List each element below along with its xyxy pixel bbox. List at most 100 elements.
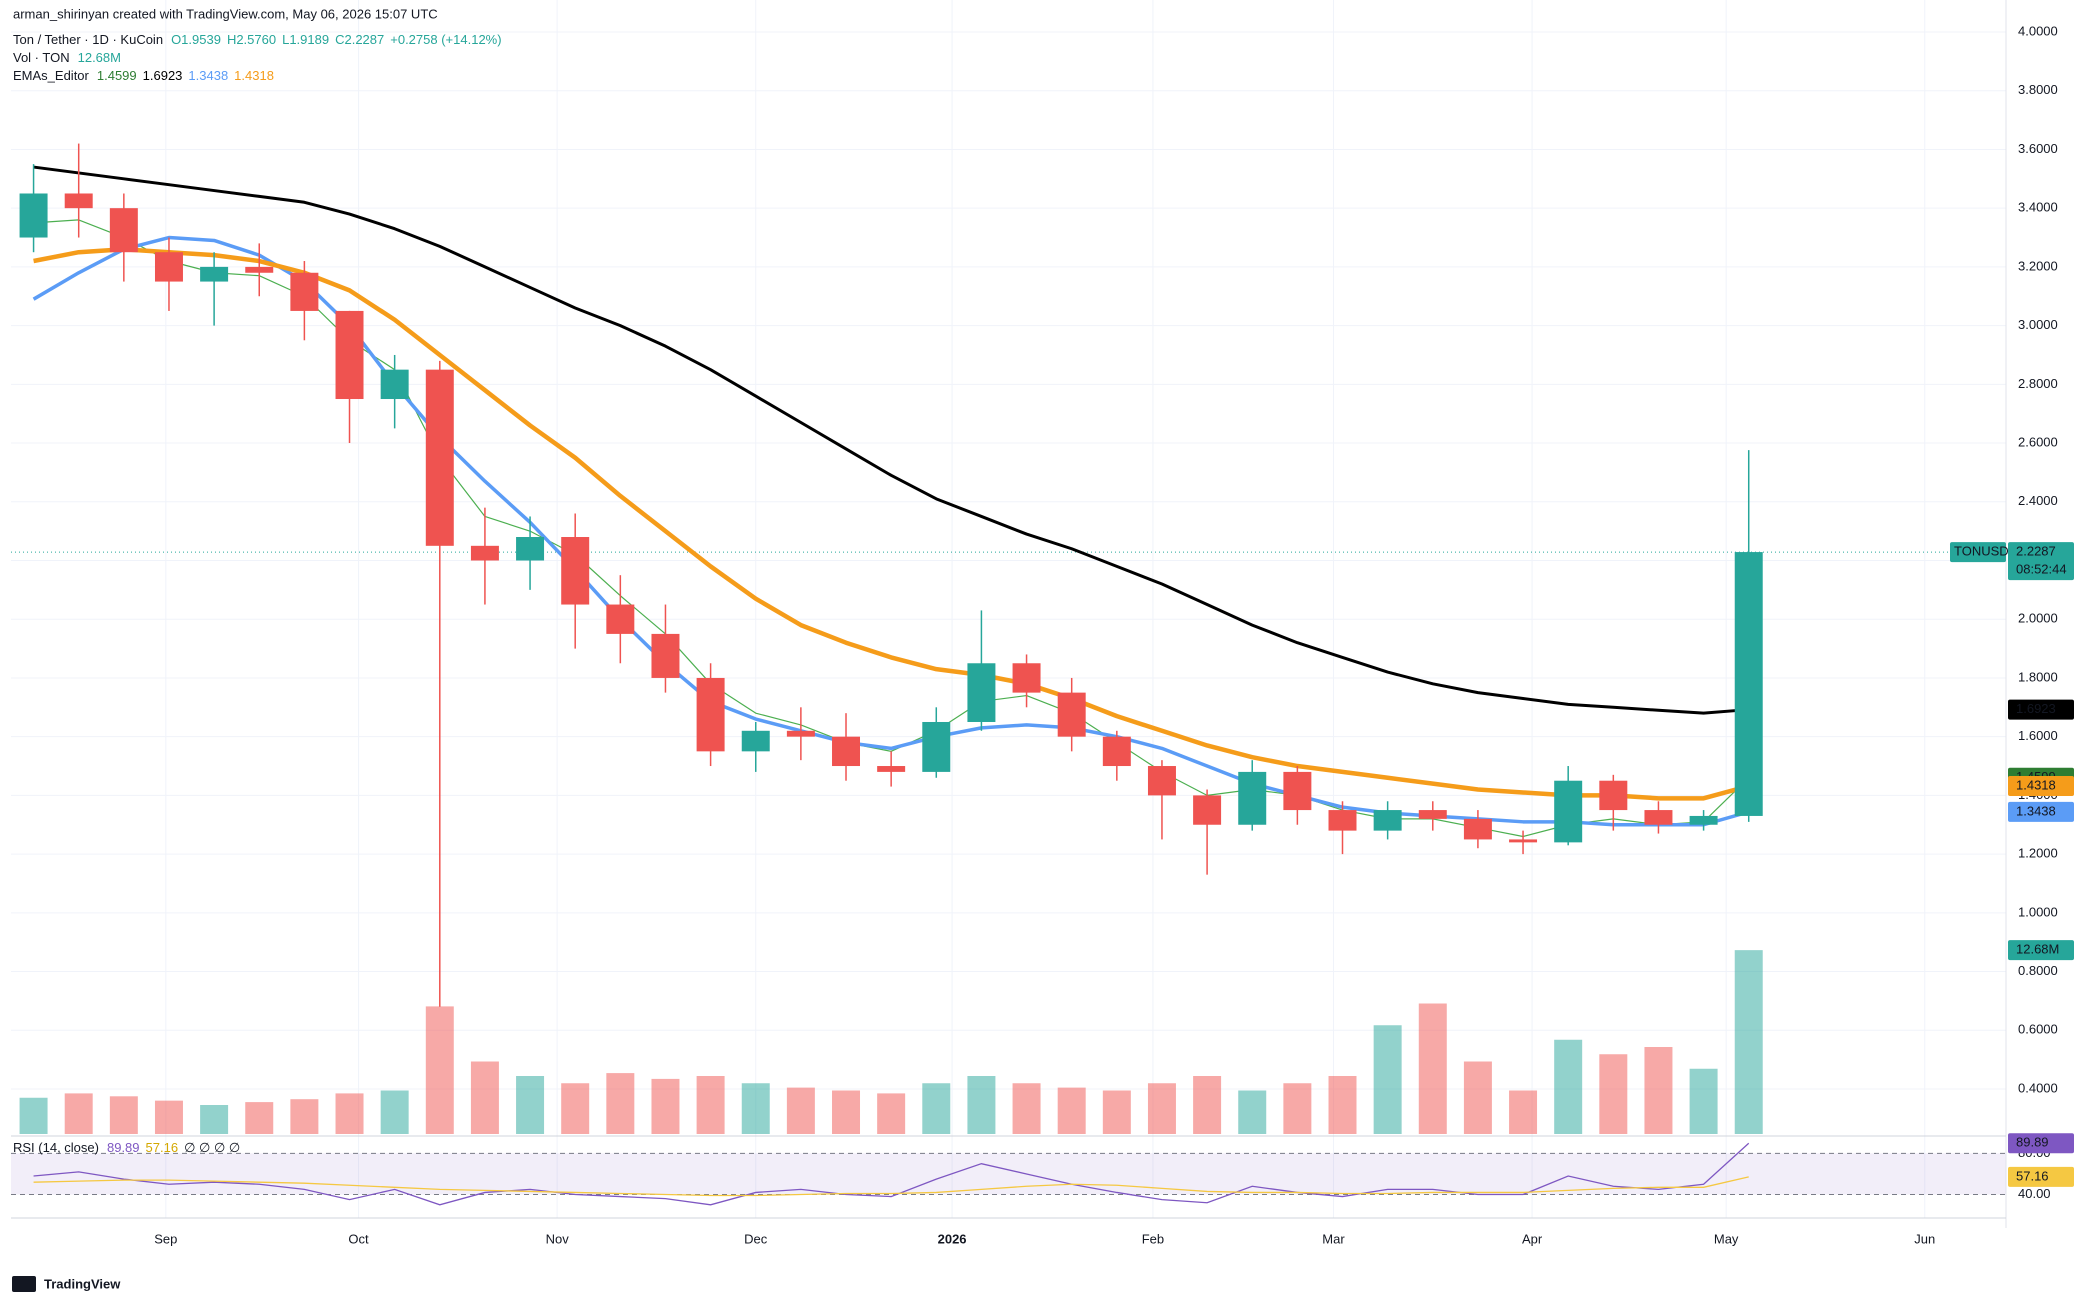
open: O1.9539: [171, 32, 221, 47]
symbol: Ton / Tether · 1D · KuCoin: [13, 32, 163, 47]
volume-bar: [1418, 1003, 1447, 1134]
candle-body: [877, 766, 906, 772]
candle-body: [1463, 818, 1492, 840]
symbol-legend: Ton / Tether · 1D · KuCoin O1.9539 H2.5760…: [13, 32, 502, 47]
logo: TradingView: [12, 1276, 121, 1292]
x-tick-label: Oct: [348, 1231, 369, 1246]
volume-bar: [64, 1093, 93, 1134]
volume-bar: [1509, 1090, 1538, 1134]
volume-bar: [1283, 1083, 1312, 1134]
ema-price-label-box: [2008, 699, 2074, 720]
candle-body: [1238, 771, 1267, 825]
ema-price-label: 1.3438: [2016, 803, 2056, 818]
y-tick-label: 2.0000: [2018, 611, 2058, 626]
y-tick-label: 0.8000: [2018, 963, 2058, 978]
ema-line: [33, 165, 1749, 715]
rsi-legend: RSI (14, close) 89.89 57.16 ∅ ∅ ∅ ∅: [13, 1140, 240, 1155]
countdown: 08:52:44: [2016, 562, 2067, 577]
volume-bar: [1193, 1076, 1222, 1134]
volume-bar: [425, 1006, 454, 1134]
y-tick-label: 3.2000: [2018, 258, 2058, 273]
ema-title: EMAs_Editor: [13, 68, 90, 83]
volume-bar: [335, 1093, 364, 1134]
candle-body: [1193, 795, 1222, 825]
volume-label-box: [2008, 940, 2074, 961]
y-tick-label: 1.6000: [2018, 728, 2058, 743]
candle-body: [786, 730, 815, 737]
marks: [11, 143, 2006, 1206]
volume-legend: Vol · TON 12.68M: [13, 50, 121, 65]
volume-bar: [1057, 1087, 1086, 1134]
ema-line: [33, 247, 1750, 801]
ema-legend: EMAs_Editor 1.4599 1.6923 1.3438 1.4318: [13, 68, 274, 83]
candle-body: [1554, 780, 1583, 843]
volume-bar: [470, 1061, 499, 1134]
candle-body: [1734, 552, 1763, 816]
candle-body: [380, 369, 409, 400]
volume-bar: [1689, 1068, 1718, 1134]
candle-body: [561, 537, 590, 605]
x-tick-label: Nov: [546, 1231, 570, 1246]
last-price: 2.2287: [2016, 544, 2056, 559]
ema-line: [33, 219, 1750, 838]
y-tick-label: 1.0000: [2018, 904, 2058, 919]
volume-bar: [561, 1083, 590, 1134]
candle-body: [741, 730, 770, 752]
x-tick-label: Apr: [1522, 1231, 1543, 1246]
rsi-label: 89.89: [2016, 1135, 2049, 1150]
x-tick-label: Mar: [1322, 1231, 1345, 1246]
ema-value: 1.4599: [97, 68, 137, 83]
ema-price-label: 1.4318: [2016, 777, 2056, 792]
volume-bar: [967, 1076, 996, 1134]
candle-body: [1418, 810, 1447, 819]
rsi-extra: ∅ ∅ ∅ ∅: [184, 1140, 240, 1155]
rsi-value: 89.89: [107, 1140, 140, 1155]
candle-body: [290, 272, 319, 311]
ema-price-label-box: [2008, 801, 2074, 822]
rsi-label-box: [2008, 1133, 2074, 1154]
rsi-ma-label: 57.16: [2016, 1168, 2049, 1183]
volume-bar: [200, 1105, 229, 1134]
candle-body: [425, 369, 454, 546]
y-tick-label: 2.8000: [2018, 376, 2058, 391]
rsi-ma-value: 57.16: [146, 1140, 179, 1155]
y-tick-label: 3.8000: [2018, 82, 2058, 97]
ticker: TONUSDT: [1954, 544, 2017, 559]
y-tick-label: 0.6000: [2018, 1022, 2058, 1037]
low: L1.9189: [282, 32, 329, 47]
volume-bar: [1734, 950, 1763, 1134]
x-tick-label: 2026: [938, 1231, 967, 1246]
candle-body: [696, 677, 725, 752]
candle-body: [1102, 736, 1131, 767]
candle-body: [1509, 839, 1538, 843]
logo-mark: [12, 1276, 36, 1292]
candle-body: [335, 310, 364, 400]
candle-body: [516, 537, 545, 561]
rsi-ma-label-box: [2008, 1166, 2074, 1187]
credit: arman_shirinyan created with TradingView…: [13, 6, 438, 21]
y-tick-label: 3.6000: [2018, 141, 2058, 156]
close: C2.2287: [335, 32, 384, 47]
volume-bar: [651, 1078, 680, 1134]
labels: 0.40000.60000.80001.00001.20001.40001.60…: [154, 23, 2074, 1246]
y-tick-label: 4.0000: [2018, 23, 2058, 38]
candle-body: [606, 604, 635, 634]
x-tick-label: Sep: [154, 1231, 177, 1246]
volume-bar: [109, 1096, 138, 1134]
ema-price-label: 1.6923: [2016, 701, 2056, 716]
ticker-box: [1950, 542, 2006, 563]
x-tick-label: Jun: [1914, 1231, 1935, 1246]
last-price-box: [2008, 542, 2074, 581]
x-tick-label: Dec: [744, 1231, 768, 1246]
volume-bar: [1238, 1090, 1267, 1134]
candle-body: [967, 663, 996, 722]
candle-body: [109, 208, 138, 253]
volume-bar: [741, 1083, 770, 1134]
y-tick-label: 3.4000: [2018, 200, 2058, 215]
candle-body: [64, 193, 93, 209]
ema-value: 1.6923: [143, 68, 183, 83]
volume-bar: [696, 1076, 725, 1134]
volume-bar: [290, 1099, 319, 1134]
volume-bar: [1012, 1083, 1041, 1134]
